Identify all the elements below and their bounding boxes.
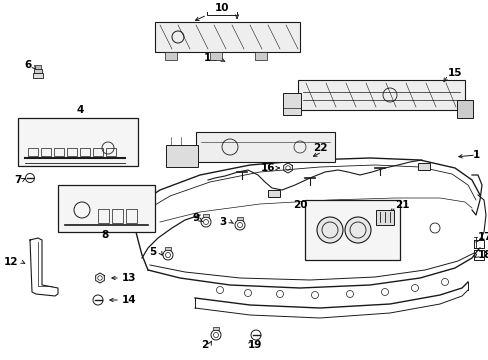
Text: 16: 16 bbox=[260, 163, 274, 173]
Bar bbox=[283, 93, 301, 115]
Text: 7: 7 bbox=[14, 175, 21, 185]
Bar bbox=[164, 52, 177, 60]
Bar bbox=[417, 163, 429, 170]
Text: 1: 1 bbox=[471, 150, 479, 160]
Text: 20: 20 bbox=[293, 200, 307, 210]
Bar bbox=[98, 209, 109, 223]
Bar bbox=[33, 73, 43, 78]
Text: 2: 2 bbox=[201, 340, 207, 350]
Bar bbox=[93, 148, 103, 156]
Text: 11: 11 bbox=[203, 53, 218, 63]
Bar bbox=[456, 100, 472, 118]
Bar bbox=[18, 118, 138, 166]
Bar bbox=[237, 217, 243, 220]
Text: 3: 3 bbox=[219, 217, 226, 227]
Text: 6: 6 bbox=[24, 60, 32, 70]
Text: 8: 8 bbox=[101, 230, 108, 240]
Text: 21: 21 bbox=[394, 200, 408, 210]
Bar bbox=[196, 132, 334, 162]
Bar bbox=[203, 214, 208, 217]
Text: 17: 17 bbox=[477, 232, 488, 242]
Bar bbox=[297, 80, 464, 110]
Bar bbox=[67, 148, 77, 156]
Circle shape bbox=[345, 217, 370, 243]
Bar bbox=[165, 145, 198, 167]
Text: 10: 10 bbox=[214, 3, 229, 13]
Bar bbox=[106, 148, 116, 156]
Bar bbox=[34, 69, 42, 73]
Bar bbox=[80, 148, 90, 156]
Circle shape bbox=[316, 217, 342, 243]
Bar bbox=[112, 209, 123, 223]
Text: 14: 14 bbox=[122, 295, 136, 305]
Text: 9: 9 bbox=[192, 213, 199, 223]
Text: 18: 18 bbox=[477, 250, 488, 260]
Text: 4: 4 bbox=[76, 105, 83, 115]
Bar bbox=[155, 22, 299, 52]
Bar bbox=[375, 210, 393, 225]
Text: 22: 22 bbox=[312, 143, 326, 153]
Text: 19: 19 bbox=[247, 340, 262, 350]
Bar bbox=[305, 200, 399, 260]
Bar bbox=[35, 65, 41, 69]
Text: 13: 13 bbox=[122, 273, 136, 283]
Bar bbox=[213, 327, 219, 330]
Bar bbox=[164, 247, 171, 250]
Bar bbox=[254, 52, 266, 60]
Bar bbox=[267, 190, 280, 197]
Bar bbox=[54, 148, 64, 156]
Bar bbox=[58, 185, 155, 232]
Bar bbox=[209, 52, 222, 60]
Text: 12: 12 bbox=[3, 257, 18, 267]
Bar bbox=[28, 148, 38, 156]
Bar bbox=[126, 209, 137, 223]
Text: 5: 5 bbox=[148, 247, 156, 257]
Bar bbox=[41, 148, 51, 156]
Text: 15: 15 bbox=[447, 68, 462, 78]
